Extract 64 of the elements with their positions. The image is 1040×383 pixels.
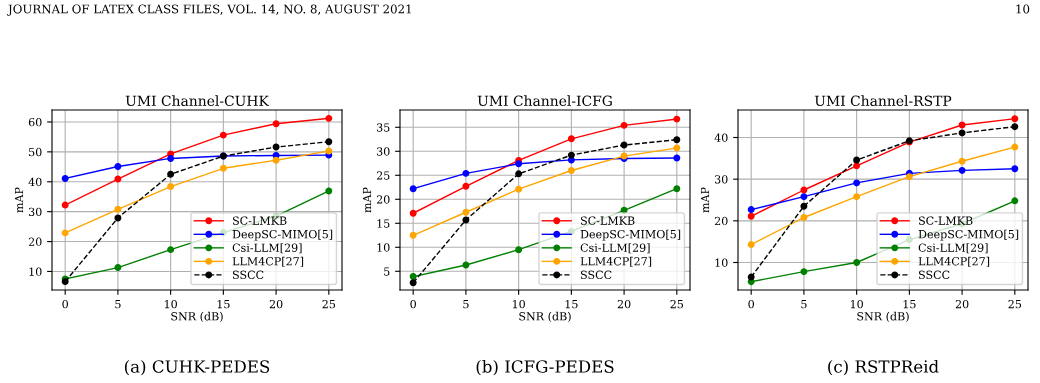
y-tick-label: 20 — [376, 195, 390, 204]
legend-label: LLM4CP[27] — [918, 256, 990, 267]
y-tick-label: 10 — [715, 258, 728, 267]
y-tick-label: 20 — [714, 216, 728, 226]
x-tick-label: 0 — [748, 299, 754, 309]
x-axis-title: SNR (dB) — [857, 311, 909, 323]
x-tick-label: 5 — [115, 300, 121, 309]
x-tick-label: 0 — [62, 299, 68, 309]
y-tick-label: 35 — [376, 123, 390, 132]
y-tick-label: 10 — [377, 243, 390, 252]
legend-label: LLM4CP[27] — [232, 256, 304, 267]
y-tick-label: 30 — [28, 207, 42, 217]
y-tick-label: 40 — [714, 133, 728, 142]
text: 10 — [1016, 4, 1030, 14]
text: JOURNAL OF LATEX CLASS FILES, VOL. 14, NO. 8, AUGUST 2021 — [7, 4, 411, 16]
chart-title: UMI Channel-RSTP — [814, 95, 952, 107]
x-tick-label: 5 — [463, 300, 469, 309]
x-tick-label: 25 — [1008, 299, 1022, 309]
x-tick-label: 20 — [955, 299, 969, 309]
x-tick-label: 20 — [269, 299, 283, 309]
x-tick-label: 25 — [670, 299, 684, 309]
y-tick-label: 15 — [377, 219, 390, 228]
text: (b) ICFG-PEDES — [476, 359, 614, 376]
y-tick-label: 10 — [29, 267, 42, 276]
x-tick-label: 0 — [410, 299, 416, 309]
x-tick-label: 5 — [801, 300, 807, 309]
x-tick-label: 10 — [850, 299, 863, 309]
legend-label: SC-LMKB — [233, 216, 287, 225]
x-axis-title: SNR (dB) — [519, 311, 571, 323]
legend-label: Csi-LLM[29] — [232, 243, 302, 254]
y-tick-label: 20 — [28, 237, 42, 246]
legend-label: SC-LMKB — [581, 216, 635, 225]
y-axis-title: mAP — [14, 187, 24, 213]
legend-label: SSCC — [581, 270, 612, 279]
text: (a) CUHK-PEDES — [124, 359, 270, 376]
x-tick-label: 15 — [903, 299, 916, 309]
text: (c) RSTPReid — [828, 359, 939, 376]
y-tick-label: 40 — [28, 177, 42, 187]
chart-title: UMI Channel-CUHK — [125, 95, 270, 107]
legend-label: DeepSC-MIMO[5] — [918, 229, 1019, 241]
x-tick-label: 20 — [617, 299, 631, 309]
x-tick-label: 10 — [164, 299, 177, 309]
y-tick-label: 5 — [384, 267, 390, 276]
legend-label: SSCC — [919, 270, 950, 279]
x-axis-title: SNR (dB) — [171, 311, 223, 323]
y-tick-label: 30 — [714, 175, 728, 184]
y-tick-label: 50 — [29, 147, 42, 157]
legend-label: LLM4CP[27] — [580, 256, 652, 267]
y-tick-label: 30 — [376, 147, 390, 156]
legend-label: DeepSC-MIMO[5] — [232, 229, 333, 241]
legend-label: Csi-LLM[29] — [918, 243, 988, 254]
y-tick-label: 25 — [376, 171, 390, 180]
x-tick-label: 15 — [217, 299, 230, 309]
y-tick-label: 60 — [28, 117, 42, 127]
chart-title: UMI Channel-ICFG — [477, 95, 612, 107]
y-axis-title: mAP — [700, 187, 710, 213]
x-tick-label: 15 — [565, 299, 578, 309]
x-tick-label: 10 — [512, 299, 525, 309]
legend-label: SC-LMKB — [919, 216, 973, 225]
y-axis-title: mAP — [362, 187, 372, 213]
x-tick-label: 25 — [322, 299, 336, 309]
legend-label: Csi-LLM[29] — [580, 243, 650, 254]
legend-label: SSCC — [233, 270, 264, 279]
legend-label: DeepSC-MIMO[5] — [580, 229, 681, 241]
